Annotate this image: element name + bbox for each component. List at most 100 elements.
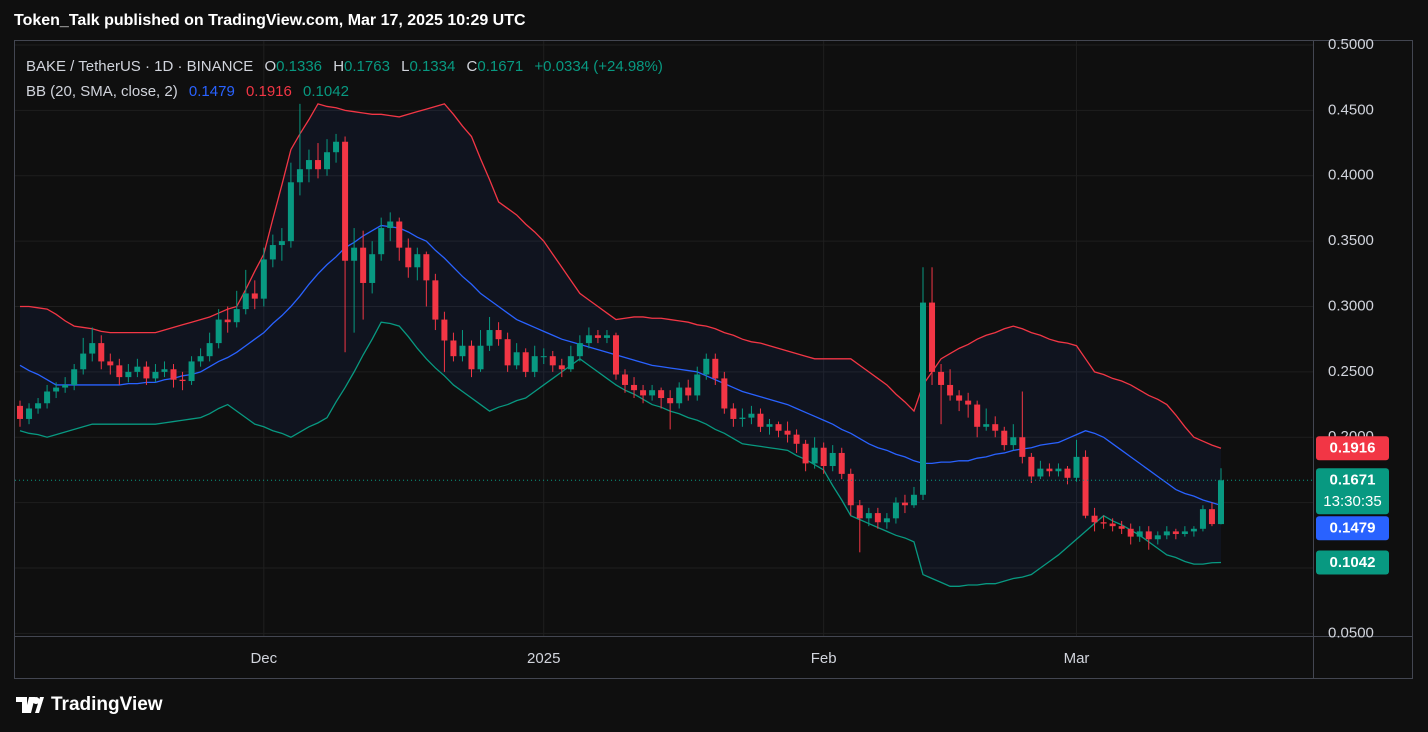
candle-body <box>197 356 204 362</box>
candle-body <box>974 404 981 427</box>
candle-body <box>89 343 96 354</box>
indicator-value: 0.1916 <box>245 83 292 100</box>
price-label-box <box>1316 436 1389 461</box>
candle-body <box>1073 456 1080 478</box>
candle-body <box>703 358 710 375</box>
candle-body <box>775 424 782 431</box>
candle-body <box>540 356 547 358</box>
candle-body <box>495 330 502 340</box>
symbol: BAKE / TetherUS · 1D · BINANCE <box>26 58 254 75</box>
candle-body <box>1028 456 1035 477</box>
x-tick-label: Dec <box>250 650 277 667</box>
candle-body <box>369 254 376 283</box>
candle-body <box>35 403 42 409</box>
x-tick-label: 2025 <box>527 650 560 667</box>
candle-body <box>387 221 394 229</box>
y-tick-label: 0.5000 <box>1328 36 1374 53</box>
ohlc-value: 0.1671 <box>477 58 524 75</box>
candle-body <box>269 245 276 260</box>
header: Token_Talk published on TradingView.com,… <box>14 12 526 29</box>
candle-body <box>694 374 701 396</box>
price-label: 0.1671 <box>1330 472 1376 489</box>
ohlc-label: O <box>264 58 277 75</box>
ohlc-value: 0.1336 <box>276 58 323 75</box>
candle-body <box>441 319 448 341</box>
candle-body <box>333 141 340 153</box>
candle-body <box>829 452 836 467</box>
candle-body <box>1100 522 1107 524</box>
candle-body <box>929 302 936 372</box>
candle-body <box>1019 437 1026 457</box>
candle-body <box>892 502 899 519</box>
price-label: 0.1479 <box>1330 520 1376 537</box>
candle-body <box>938 371 945 385</box>
candle-body <box>1163 531 1170 536</box>
candle-body <box>1001 430 1008 446</box>
candle-body <box>1208 509 1215 525</box>
candle-body <box>1154 535 1161 540</box>
candle-body <box>125 371 132 378</box>
candle-body <box>910 494 917 506</box>
candle-body <box>983 424 990 427</box>
candle-body <box>17 405 23 419</box>
candle-body <box>378 228 385 255</box>
y-tick-label: 0.2500 <box>1328 363 1374 380</box>
candle-body <box>965 400 972 405</box>
candle-body <box>676 387 683 404</box>
candle-body <box>838 452 845 474</box>
candle-body <box>576 343 583 357</box>
candle-body <box>1091 515 1098 523</box>
candle-body <box>360 247 367 283</box>
x-tick-label: Mar <box>1064 650 1090 667</box>
candle-body <box>1037 468 1044 477</box>
candle-body <box>62 384 69 388</box>
candle-body <box>784 430 791 435</box>
footer: TradingView <box>16 694 163 716</box>
candle-body <box>757 413 764 427</box>
candle-body <box>1181 531 1188 535</box>
legend: BAKE / TetherUS · 1D · BINANCE O0.1336 H… <box>26 54 663 104</box>
candle-body <box>1046 468 1053 472</box>
candle-body <box>468 345 475 370</box>
y-tick-label: 0.4000 <box>1328 167 1374 184</box>
candle-body <box>44 391 51 404</box>
candle-body <box>612 335 619 375</box>
candle-body <box>603 335 610 338</box>
candle-body <box>107 361 114 366</box>
candle-body <box>1118 526 1125 529</box>
candle-body <box>1199 509 1206 529</box>
candle-body <box>26 408 33 419</box>
candle-body <box>504 339 511 366</box>
change: +0.0334 (+24.98%) <box>534 58 663 75</box>
candles <box>15 103 1313 553</box>
candle-body <box>450 340 457 357</box>
candle-body <box>594 335 601 338</box>
candle-body <box>658 390 665 399</box>
candle-body <box>901 502 908 506</box>
y-tick-label: 0.3000 <box>1328 297 1374 314</box>
candle-body <box>206 343 213 357</box>
candle-body <box>71 369 78 385</box>
candle-body <box>260 259 267 299</box>
candle-body <box>712 358 719 379</box>
candle-body <box>314 160 321 170</box>
candle-body <box>242 293 249 310</box>
candle-body <box>342 141 349 261</box>
candle-body <box>667 398 674 404</box>
candle-body <box>305 160 312 170</box>
y-tick-label: 0.0500 <box>1328 624 1374 641</box>
candle-body <box>1082 456 1089 516</box>
candle-body <box>585 335 592 344</box>
symbol-row: BAKE / TetherUS · 1D · BINANCE O0.1336 H… <box>26 54 663 79</box>
candle-body <box>865 513 872 519</box>
axes: 0.05000.10000.15000.20000.25000.30000.35… <box>250 36 1373 667</box>
x-tick-label: Feb <box>811 650 837 667</box>
candle-body <box>640 390 647 396</box>
ohlc-value: 0.1334 <box>409 58 456 75</box>
candle-body <box>992 424 999 431</box>
candle-body <box>856 505 863 519</box>
ohlc-label: C <box>466 58 478 75</box>
price-label-box <box>1316 550 1389 575</box>
candle-body <box>730 408 737 419</box>
